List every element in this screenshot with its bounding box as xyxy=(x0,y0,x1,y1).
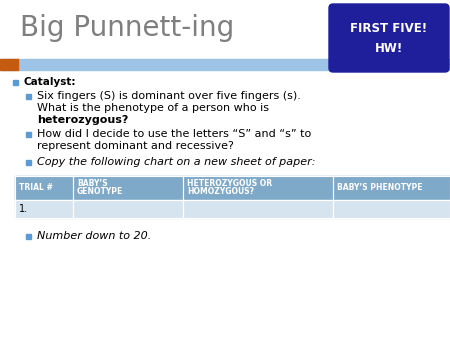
Text: Copy the following chart on a new sheet of paper:: Copy the following chart on a new sheet … xyxy=(37,157,315,167)
Bar xyxy=(183,176,333,200)
Bar xyxy=(26,234,31,239)
Text: HETEROZYGOUS OR: HETEROZYGOUS OR xyxy=(187,179,272,189)
Bar xyxy=(73,176,183,200)
Text: Big Punnett-ing: Big Punnett-ing xyxy=(20,14,234,42)
Bar xyxy=(0,59,450,70)
Text: GENOTYPE: GENOTYPE xyxy=(77,188,123,196)
Bar xyxy=(333,176,450,200)
Bar xyxy=(15,176,73,200)
Bar xyxy=(73,200,183,218)
Text: How did I decide to use the letters “S” and “s” to: How did I decide to use the letters “S” … xyxy=(37,129,311,139)
Bar xyxy=(183,176,333,200)
Bar xyxy=(26,131,31,137)
Bar xyxy=(15,176,73,200)
Bar xyxy=(333,176,450,200)
Text: Six fingers (S) is dominant over five fingers (s).: Six fingers (S) is dominant over five fi… xyxy=(37,91,301,101)
Bar xyxy=(73,176,183,200)
Bar xyxy=(73,200,183,218)
Bar xyxy=(26,94,31,98)
Text: represent dominant and recessive?: represent dominant and recessive? xyxy=(37,141,234,151)
Bar xyxy=(183,200,333,218)
Text: TRIAL #: TRIAL # xyxy=(19,184,53,193)
Bar xyxy=(15,200,73,218)
Text: BABY’S PHENOTYPE: BABY’S PHENOTYPE xyxy=(337,184,423,193)
Text: Catalyst:: Catalyst: xyxy=(24,77,77,87)
Text: Number down to 20.: Number down to 20. xyxy=(37,231,151,241)
Bar xyxy=(15,200,73,218)
Bar xyxy=(183,200,333,218)
Text: FIRST FIVE!: FIRST FIVE! xyxy=(351,23,428,35)
Text: HOMOZYGOUS?: HOMOZYGOUS? xyxy=(187,188,254,196)
Text: HW!: HW! xyxy=(375,42,403,55)
Bar xyxy=(333,200,450,218)
Text: 1.: 1. xyxy=(19,204,28,214)
Bar xyxy=(13,79,18,84)
Bar xyxy=(26,160,31,165)
Text: What is the phenotype of a person who is: What is the phenotype of a person who is xyxy=(37,103,269,113)
Bar xyxy=(0,59,18,70)
Bar xyxy=(333,200,450,218)
Text: heterozygous?: heterozygous? xyxy=(37,115,128,125)
FancyBboxPatch shape xyxy=(329,4,449,72)
Text: BABY’S: BABY’S xyxy=(77,179,108,189)
